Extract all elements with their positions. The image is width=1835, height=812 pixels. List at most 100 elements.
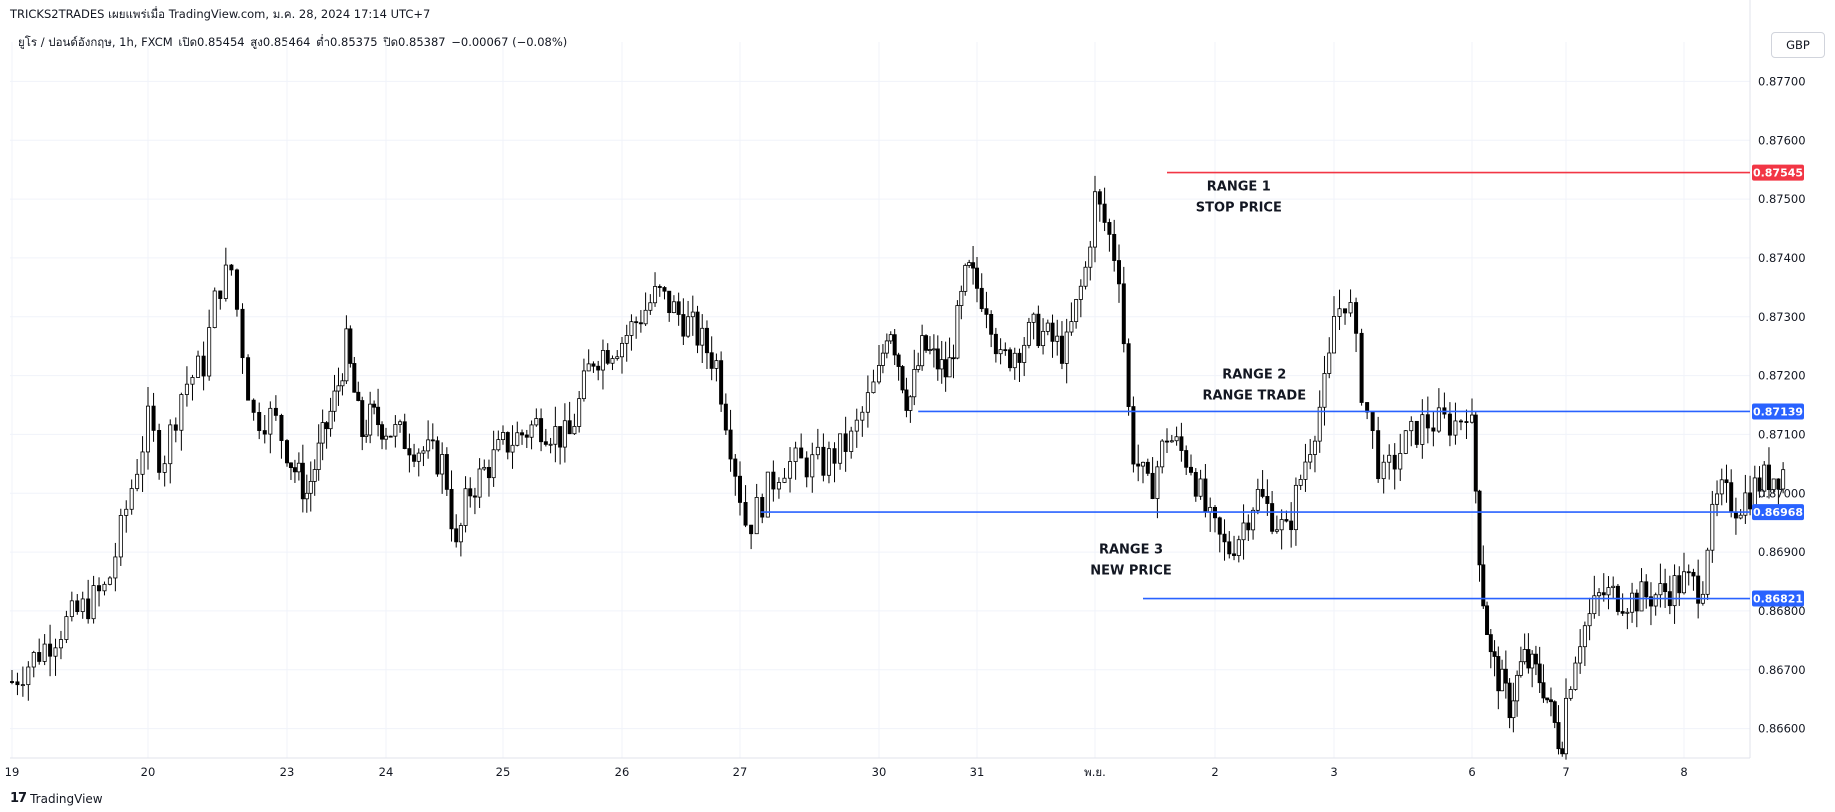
candle-body xyxy=(300,462,305,500)
time-axis[interactable]: 19 20 23 24 25 26 27 30 31 พ.ย. 2 3 6 7 8 xyxy=(5,765,1688,779)
candle-body xyxy=(69,600,74,618)
candle-body xyxy=(1537,663,1542,684)
candle-body xyxy=(1560,748,1565,755)
candle-body xyxy=(1470,414,1475,423)
candle-body xyxy=(1403,430,1408,454)
candle-body xyxy=(273,407,278,416)
candle-body xyxy=(1284,519,1289,522)
candle-body xyxy=(1012,352,1017,369)
candle-body xyxy=(1781,469,1786,490)
time-tick-label: 31 xyxy=(970,765,985,779)
candle-body xyxy=(1762,464,1767,492)
candle-body xyxy=(1587,613,1592,627)
candle-body xyxy=(534,418,539,426)
annotation-text: RANGE 3 xyxy=(1099,542,1163,557)
time-tick-label: พ.ย. xyxy=(1084,765,1106,779)
price-axis[interactable]: 0.87700 0.87600 0.87500 0.87400 0.87300 0.872… xyxy=(1758,74,1806,735)
candle-body xyxy=(184,383,189,395)
candle-body xyxy=(979,287,984,310)
candle-body xyxy=(1260,488,1265,497)
time-tick-label: 26 xyxy=(615,765,630,779)
candle-body xyxy=(292,467,297,473)
candle-body xyxy=(1503,668,1508,684)
candle-body xyxy=(771,471,776,490)
time-tick-label: 30 xyxy=(872,765,887,779)
candle-body xyxy=(1473,414,1478,492)
candle-body xyxy=(1155,466,1160,499)
candle-body xyxy=(416,452,421,462)
candle-body xyxy=(20,684,25,687)
tradingview-footer[interactable]: 17 TradingView xyxy=(10,791,103,806)
candle-body xyxy=(1198,478,1203,497)
candle-body xyxy=(1354,302,1359,334)
candle-body xyxy=(676,301,681,315)
price-tick-label: 0.87100 xyxy=(1758,427,1806,441)
candle-body xyxy=(1251,509,1256,531)
candle-body xyxy=(671,301,676,314)
candle-body xyxy=(1748,492,1753,510)
candle-body xyxy=(1093,191,1098,248)
low-value: ต่ำ0.85375 xyxy=(316,35,378,49)
candle-body xyxy=(1387,454,1392,463)
candle-body xyxy=(843,433,848,452)
candle-body xyxy=(871,381,876,394)
candle-body xyxy=(810,454,815,478)
candle-body xyxy=(615,356,620,359)
candle-body xyxy=(998,349,1003,355)
symbol-name[interactable]: ยูโร / ปอนด์อังกฤษ, 1h, FXCM xyxy=(18,35,173,49)
candle-body xyxy=(562,420,567,448)
candle-body xyxy=(1518,661,1523,676)
candle-body xyxy=(558,426,563,448)
candle-body xyxy=(288,462,293,469)
candle-body xyxy=(1658,583,1663,596)
candle-body xyxy=(37,652,42,662)
candle-body xyxy=(1241,522,1246,541)
time-tick-label: 23 xyxy=(280,765,295,779)
candle-body xyxy=(97,585,102,592)
candle-body xyxy=(1203,478,1208,513)
price-lines: 0.87545 0.87139 0.86968 0.86821 xyxy=(760,164,1804,607)
candle-body xyxy=(1757,477,1762,492)
candle-body xyxy=(268,407,273,435)
candle-body xyxy=(196,355,201,378)
candle-body xyxy=(620,342,625,358)
candle-body xyxy=(776,482,781,490)
price-line-label: 0.86968 xyxy=(1753,506,1803,519)
candle-body xyxy=(1246,522,1251,531)
candle-body xyxy=(246,357,251,401)
candle-body xyxy=(733,458,738,477)
candle-body xyxy=(1083,266,1088,287)
candle-body xyxy=(430,439,435,442)
candle-body xyxy=(1169,440,1174,443)
candle-body xyxy=(1145,461,1150,474)
candle-body xyxy=(1107,222,1112,235)
candle-body xyxy=(1776,478,1781,490)
candle-body xyxy=(577,398,582,427)
candle-body xyxy=(1381,461,1386,480)
candle-body xyxy=(832,448,837,464)
candle-body xyxy=(1630,592,1635,613)
candle-body xyxy=(388,435,393,438)
candle-body xyxy=(1121,283,1126,345)
candle-body xyxy=(1131,406,1136,465)
currency-button[interactable]: GBP xyxy=(1771,32,1825,58)
candle-body xyxy=(1639,581,1644,612)
candle-body xyxy=(1078,285,1083,300)
candle-body xyxy=(107,577,112,585)
price-line-label: 0.87139 xyxy=(1753,405,1803,418)
candle-body xyxy=(201,355,206,377)
candle-body xyxy=(1409,420,1414,432)
candle-body xyxy=(296,462,301,473)
candle-body xyxy=(482,466,487,470)
candle-body xyxy=(435,440,440,475)
candle-body xyxy=(728,429,733,460)
candle-body xyxy=(749,524,754,535)
candle-body xyxy=(695,311,700,346)
candle-body xyxy=(118,515,123,558)
candle-body xyxy=(468,488,473,497)
candle-body xyxy=(463,488,468,526)
candle-body xyxy=(1074,299,1079,322)
candle-body xyxy=(398,421,403,425)
candle-body xyxy=(888,334,893,342)
